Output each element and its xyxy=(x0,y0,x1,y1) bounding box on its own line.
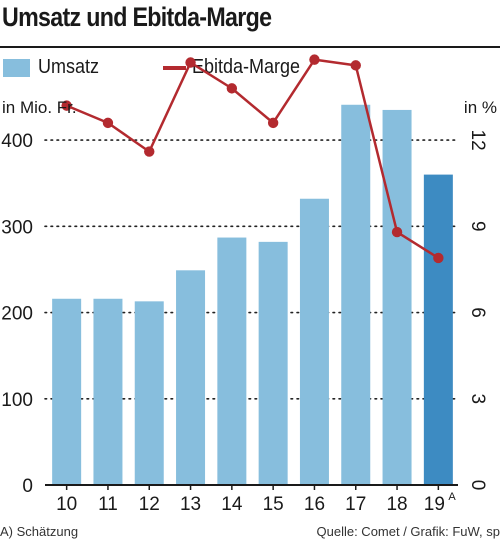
point-ebitda-marge-14 xyxy=(226,83,238,94)
bar-13 xyxy=(176,270,206,485)
point-ebitda-marge-17 xyxy=(350,60,361,71)
y-left-tick-0: 0 xyxy=(22,476,33,497)
y-left-tick-400: 400 xyxy=(1,131,33,152)
x-tick-superscript-19: A xyxy=(448,491,456,503)
x-tick-label-13: 13 xyxy=(180,494,201,515)
point-ebitda-marge-16 xyxy=(309,54,320,65)
y-right-tick-9: 9 xyxy=(467,221,488,232)
bar-17 xyxy=(341,104,371,485)
y-right-tick-3: 3 xyxy=(467,393,488,404)
point-ebitda-marge-18 xyxy=(391,226,403,238)
bar-14 xyxy=(217,237,247,485)
x-tick-label-17: 17 xyxy=(345,494,366,515)
x-tick-label-18: 18 xyxy=(386,494,407,515)
point-ebitda-marge-11 xyxy=(102,117,114,129)
legend-swatch-umsatz xyxy=(3,59,30,77)
point-ebitda-marge-13 xyxy=(185,57,196,68)
y-axis-left-label: in Mio. Fr. xyxy=(2,98,77,117)
point-ebitda-marge-10 xyxy=(61,100,72,111)
y-left-tick-100: 100 xyxy=(1,390,33,411)
x-tick-label-14: 14 xyxy=(221,494,243,515)
footnote: A) Schätzung xyxy=(0,524,79,539)
line-ebitda-marge xyxy=(66,58,440,260)
bar-16 xyxy=(299,198,329,485)
combo-chart: 0 100 200 300 400 0 3 6 9 12 10 11 12 13 14 15 16 17 18 19 A… xyxy=(1,54,497,515)
bar-series-umsatz xyxy=(52,104,453,485)
x-tick-label-11: 11 xyxy=(98,494,118,515)
x-tick-label-12: 12 xyxy=(139,494,160,515)
legend-label-umsatz: Umsatz xyxy=(38,56,100,78)
title-divider xyxy=(0,46,500,48)
legend-label-ebitda-marge: Ebitda-Marge xyxy=(192,56,301,78)
bar-15 xyxy=(258,241,288,485)
bar-11 xyxy=(93,298,123,485)
point-ebitda-marge-15 xyxy=(267,117,279,129)
bar-12 xyxy=(134,301,164,485)
bar-10 xyxy=(52,298,82,485)
y-right-tick-12: 12 xyxy=(467,130,488,151)
y-axis-right-label: in % xyxy=(464,98,497,117)
y-right-tick-6: 6 xyxy=(467,307,488,318)
source-credit: Quelle: Comet / Grafik: FuW, sp xyxy=(316,524,500,539)
y-left-tick-200: 200 xyxy=(1,304,33,325)
point-ebitda-marge-19 xyxy=(433,252,444,264)
line-series-ebitda-marge xyxy=(61,54,444,264)
x-tick-label-10: 10 xyxy=(56,494,77,515)
x-tick-label-16: 16 xyxy=(304,494,325,515)
bar-18 xyxy=(382,109,412,485)
axes: 0 100 200 300 400 0 3 6 9 12 10 11 12 13 14 15 16 17 18 19 A xyxy=(1,130,488,515)
legend-swatch-ebitda-marge xyxy=(163,66,186,70)
bar-19 xyxy=(423,174,453,485)
point-ebitda-marge-12 xyxy=(144,146,155,157)
x-tick-label-19: 19 xyxy=(424,494,445,515)
y-right-tick-0: 0 xyxy=(467,480,488,491)
y-left-tick-300: 300 xyxy=(1,217,33,238)
x-tick-label-15: 15 xyxy=(263,494,284,515)
chart-title: Umsatz und Ebitda-Marge xyxy=(2,2,272,32)
